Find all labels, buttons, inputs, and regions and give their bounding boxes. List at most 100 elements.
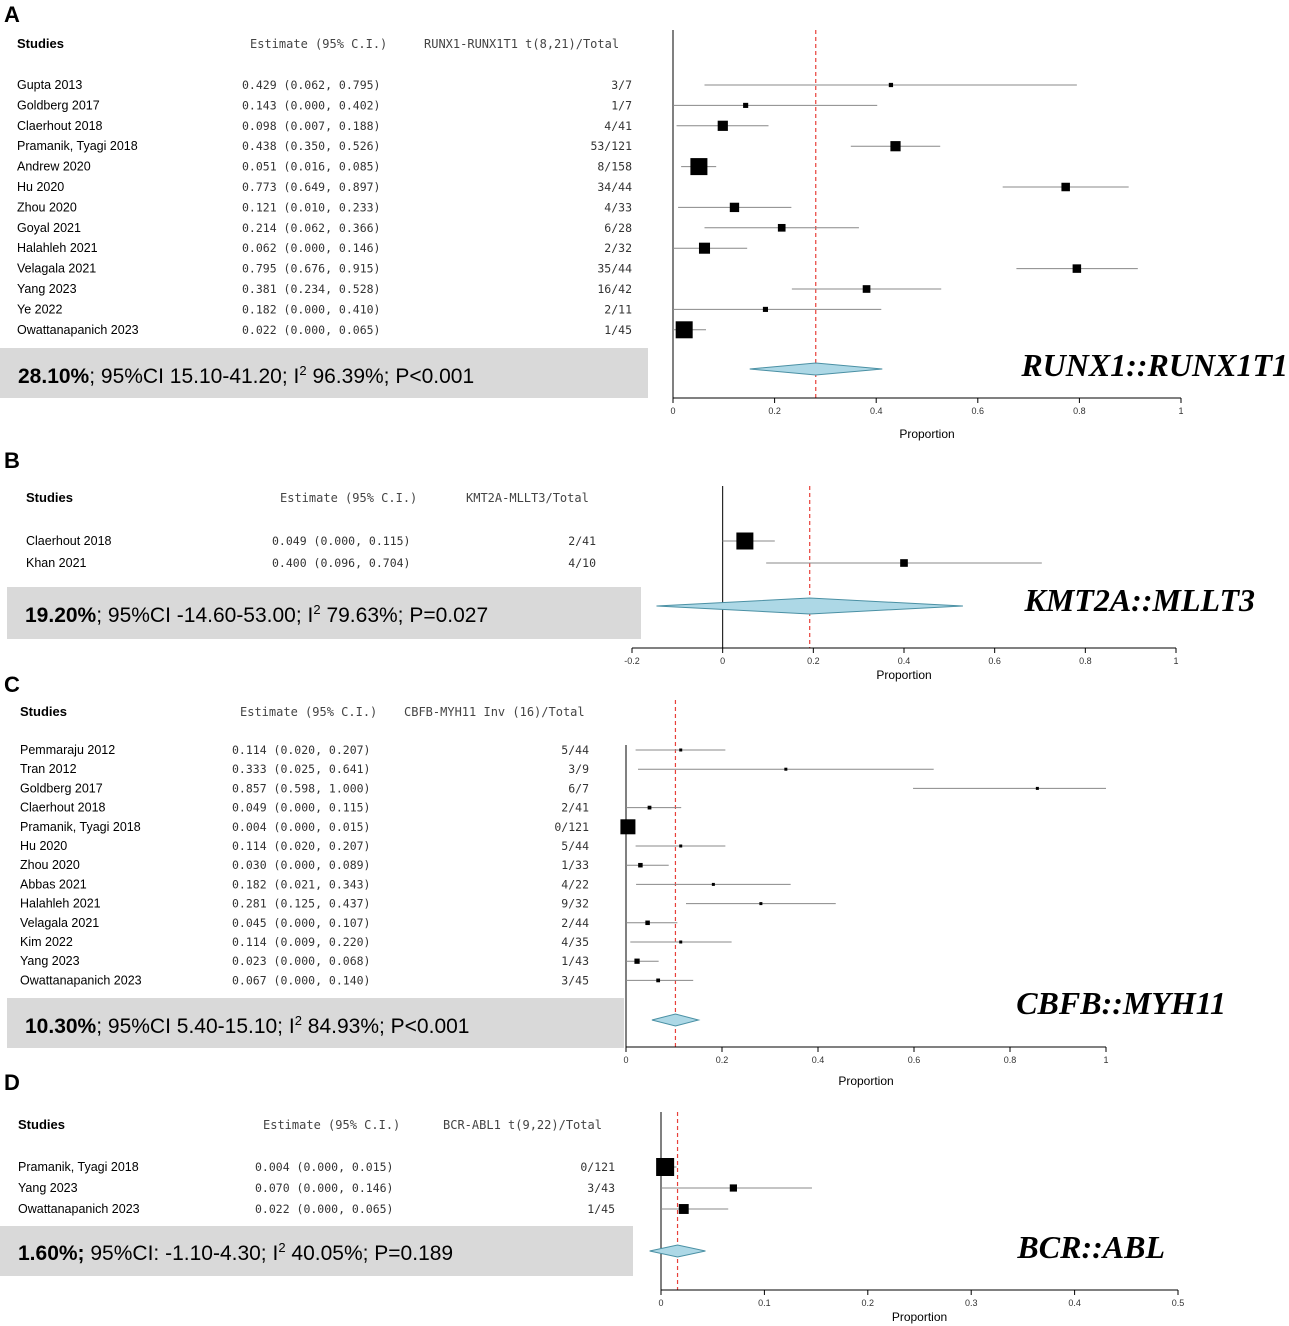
x-tick-label: 0.2 <box>807 656 820 666</box>
point-estimate-marker <box>638 862 643 868</box>
study-estimate: 0.143 (0.000, 0.402) <box>242 98 380 112</box>
study-events: 34/44 <box>597 180 632 194</box>
study-name: Zhou 2020 <box>20 858 80 872</box>
x-axis-title: Proportion <box>892 1310 947 1324</box>
study-row: Yang 2023 0.070 (0.000, 0.146) 3/43 <box>18 1181 812 1195</box>
study-name: Yang 2023 <box>17 282 77 296</box>
summary-box <box>0 348 648 398</box>
study-events: 4/33 <box>604 200 632 214</box>
study-estimate: 0.182 (0.021, 0.343) <box>232 877 370 891</box>
point-estimate-marker <box>645 920 650 926</box>
study-name: Andrew 2020 <box>17 160 91 174</box>
study-events: 9/32 <box>561 897 589 911</box>
x-tick-label: 0.8 <box>1073 406 1086 416</box>
study-row: Goldberg 2017 0.143 (0.000, 0.402) 1/7 <box>17 98 878 112</box>
study-events: 5/44 <box>561 743 589 757</box>
header-studies: Studies <box>20 704 67 719</box>
study-row: Zhou 2020 0.030 (0.000, 0.089) 1/33 <box>20 858 669 872</box>
header-estimate: Estimate (95% C.I.) <box>250 37 387 51</box>
study-estimate: 0.023 (0.000, 0.068) <box>232 954 370 968</box>
study-estimate: 0.098 (0.007, 0.188) <box>242 119 380 133</box>
study-estimate: 0.114 (0.009, 0.220) <box>232 935 370 949</box>
study-row: Claerhout 2018 0.049 (0.000, 0.115) 2/41 <box>26 532 775 550</box>
header-events: KMT2A-MLLT3/Total <box>466 491 589 505</box>
header-events: RUNX1-RUNX1T1 t(8,21)/Total <box>424 37 619 51</box>
study-events: 2/11 <box>604 302 632 316</box>
x-tick-label: 0.3 <box>965 1298 978 1308</box>
study-estimate: 0.049 (0.000, 0.115) <box>272 534 410 548</box>
study-name: Kim 2022 <box>20 935 73 949</box>
study-events: 1/7 <box>611 98 632 112</box>
study-events: 6/7 <box>568 781 589 795</box>
x-tick-label: 0.6 <box>972 406 985 416</box>
study-estimate: 0.067 (0.000, 0.140) <box>232 973 370 987</box>
point-estimate-marker <box>679 748 683 752</box>
study-row: Owattanapanich 2023 0.022 (0.000, 0.065) 1… <box>17 321 707 339</box>
gene-label: KMT2A::MLLT3 <box>1023 582 1255 618</box>
study-events: 1/45 <box>587 1202 615 1216</box>
study-name: Owattanapanich 2023 <box>17 323 139 337</box>
x-tick-label: 0 <box>720 656 725 666</box>
study-row: Owattanapanich 2023 0.022 (0.000, 0.065) 1… <box>18 1202 729 1216</box>
study-estimate: 0.857 (0.598, 1.000) <box>232 781 370 795</box>
study-events: 4/41 <box>604 119 632 133</box>
header-estimate: Estimate (95% C.I.) <box>280 491 417 505</box>
x-tick-label: 0.2 <box>716 1055 729 1065</box>
summary-text: 1.60%; 95%CI: -1.10-4.30; I2 40.05%; P=0… <box>18 1240 453 1265</box>
x-tick-label: 0 <box>670 406 675 416</box>
study-name: Halahleh 2021 <box>17 241 98 255</box>
study-name: Owattanapanich 2023 <box>20 973 142 987</box>
summary-box <box>0 1226 633 1276</box>
point-estimate-marker <box>690 158 708 176</box>
forest-panel-a: A Studies Estimate (95% C.I.) RUNX1-RUNX1T1… <box>0 2 1288 441</box>
study-estimate: 0.004 (0.000, 0.015) <box>232 820 370 834</box>
study-estimate: 0.049 (0.000, 0.115) <box>232 801 370 815</box>
point-estimate-marker <box>900 559 908 567</box>
study-events: 6/28 <box>604 221 632 235</box>
header-events: BCR-ABL1 t(9,22)/Total <box>443 1118 602 1132</box>
point-estimate-marker <box>647 805 652 810</box>
study-events: 2/41 <box>561 801 589 815</box>
study-name: Pramanik, Tyagi 2018 <box>18 1160 139 1174</box>
point-estimate-marker <box>679 940 683 944</box>
study-events: 4/22 <box>561 877 589 891</box>
study-estimate: 0.773 (0.649, 0.897) <box>242 180 380 194</box>
x-tick-label: -0.2 <box>624 656 640 666</box>
point-estimate-marker <box>620 819 636 835</box>
x-tick-label: 0.4 <box>1068 1298 1081 1308</box>
study-row: Kim 2022 0.114 (0.009, 0.220) 4/35 <box>20 935 732 949</box>
study-estimate: 0.004 (0.000, 0.015) <box>255 1160 393 1174</box>
study-estimate: 0.022 (0.000, 0.065) <box>255 1202 393 1216</box>
study-name: Yang 2023 <box>18 1181 78 1195</box>
point-estimate-marker <box>777 223 786 232</box>
gene-label: RUNX1::RUNX1T1 <box>1020 347 1288 383</box>
study-name: Halahleh 2021 <box>20 897 101 911</box>
study-estimate: 0.381 (0.234, 0.528) <box>242 282 380 296</box>
study-estimate: 0.400 (0.096, 0.704) <box>272 556 410 570</box>
study-row: Claerhout 2018 0.049 (0.000, 0.115) 2/41 <box>20 801 682 815</box>
point-estimate-marker <box>743 102 749 108</box>
study-name: Ye 2022 <box>17 302 62 316</box>
x-tick-label: 0.2 <box>768 406 781 416</box>
study-events: 8/158 <box>597 160 632 174</box>
study-events: 2/32 <box>604 241 632 255</box>
study-estimate: 0.114 (0.020, 0.207) <box>232 743 370 757</box>
study-estimate: 0.070 (0.000, 0.146) <box>255 1181 393 1195</box>
point-estimate-marker <box>862 285 871 293</box>
x-tick-label: 0.4 <box>870 406 883 416</box>
study-name: Goldberg 2017 <box>17 98 100 112</box>
study-events: 3/45 <box>561 973 589 987</box>
panel-letter: A <box>4 2 20 27</box>
study-name: Hu 2020 <box>17 180 64 194</box>
point-estimate-marker <box>888 82 894 88</box>
x-tick-label: 0.5 <box>1172 1298 1185 1308</box>
study-estimate: 0.281 (0.125, 0.437) <box>232 897 370 911</box>
x-tick-label: 0.6 <box>988 656 1001 666</box>
study-estimate: 0.795 (0.676, 0.915) <box>242 262 380 276</box>
x-tick-label: 1 <box>1103 1055 1108 1065</box>
study-events: 1/43 <box>561 954 589 968</box>
study-name: Hu 2020 <box>20 839 67 853</box>
x-tick-label: 0.4 <box>812 1055 825 1065</box>
